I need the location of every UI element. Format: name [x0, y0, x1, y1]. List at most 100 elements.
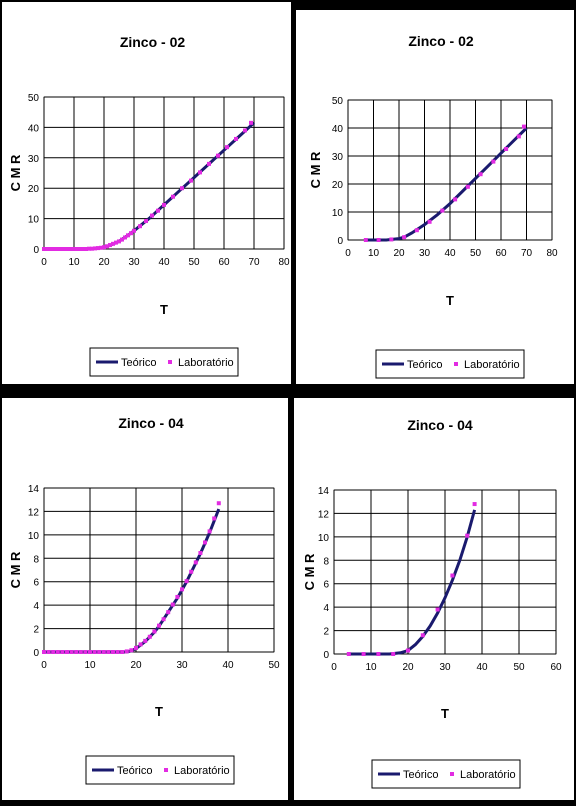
x-tick-label: 50 — [470, 248, 482, 259]
legend-swatch-laboratorio — [450, 772, 454, 776]
x-tick-label: 0 — [41, 660, 47, 671]
y-tick-label: 10 — [318, 533, 330, 544]
chart-panel-4: Zinco - 04 0 2 4 6 8 10 12 14 0 10 20 30 40 50 60 T C M R… — [294, 398, 574, 800]
y-tick-label: 10 — [332, 208, 344, 219]
y-tick-label: 40 — [332, 124, 344, 135]
y-tick-label: 14 — [318, 486, 330, 497]
x-tick-label: 70 — [248, 257, 260, 268]
legend-label-laboratorio: Laboratório — [464, 359, 520, 371]
data-point-laboratorio — [75, 247, 79, 251]
data-point-laboratorio — [65, 650, 69, 654]
data-point-laboratorio — [120, 237, 124, 242]
y-axis-label: C M R — [8, 154, 23, 191]
y-tick-label: 8 — [323, 556, 329, 567]
legend-label-teorico: Teórico — [403, 769, 438, 781]
y-tick-label: 2 — [323, 627, 329, 638]
data-point-laboratorio — [440, 208, 445, 213]
data-point-laboratorio — [166, 610, 171, 615]
x-tick-label: 50 — [188, 257, 200, 268]
chart-title: Zinco - 02 — [120, 34, 186, 50]
x-tick-label: 30 — [128, 257, 140, 268]
y-tick-label: 6 — [323, 580, 329, 591]
data-point-laboratorio — [427, 219, 432, 224]
data-point-laboratorio — [175, 594, 180, 599]
data-point-laboratorio — [78, 650, 83, 654]
y-tick-label: 12 — [318, 509, 330, 520]
data-point-laboratorio — [478, 172, 483, 177]
data-point-laboratorio — [81, 247, 85, 251]
data-point-laboratorio — [180, 587, 184, 592]
data-point-laboratorio — [420, 633, 425, 638]
y-tick-label: 0 — [33, 245, 39, 256]
y-tick-label: 50 — [332, 96, 344, 107]
data-point-laboratorio — [521, 124, 526, 129]
x-tick-label: 50 — [268, 660, 280, 671]
data-point-laboratorio — [216, 153, 220, 158]
data-point-laboratorio — [152, 629, 157, 634]
data-point-laboratorio — [249, 120, 253, 125]
y-tick-label: 2 — [33, 625, 39, 636]
y-tick-label: 12 — [28, 507, 40, 518]
data-point-laboratorio — [504, 147, 509, 151]
legend-label-laboratorio: Laboratório — [174, 765, 230, 777]
data-point-laboratorio — [465, 533, 470, 538]
y-axis-label: C M R — [308, 151, 323, 188]
data-point-laboratorio — [74, 650, 79, 654]
data-point-laboratorio — [55, 650, 60, 654]
data-point-laboratorio — [453, 197, 458, 202]
data-point-laboratorio — [138, 224, 142, 229]
x-tick-label: 60 — [218, 257, 230, 268]
data-point-laboratorio — [207, 161, 211, 166]
data-point-laboratorio — [243, 128, 247, 133]
data-point-laboratorio — [124, 649, 129, 654]
y-tick-label: 30 — [332, 152, 344, 163]
chart-svg: Zinco - 04 0 2 4 6 8 10 12 14 0 10 20 30 40 50 T C M R Te… — [8, 415, 280, 785]
data-point-laboratorio — [115, 650, 120, 654]
x-tick-label: 30 — [419, 248, 431, 259]
data-point-laboratorio — [101, 650, 106, 654]
data-point-laboratorio — [450, 573, 455, 578]
y-tick-label: 50 — [28, 93, 40, 104]
data-point-laboratorio — [117, 239, 121, 244]
data-point-laboratorio — [108, 243, 112, 248]
chart-svg: Zinco - 02 0 10 20 30 40 50 0 10 20 30 40 50 60 70 80 T C… — [8, 34, 290, 377]
x-tick-label: 50 — [513, 662, 525, 673]
data-point-laboratorio — [111, 650, 115, 654]
data-point-laboratorio — [189, 178, 193, 183]
data-point-laboratorio — [120, 650, 125, 654]
data-point-laboratorio — [465, 184, 470, 189]
chart-title: Zinco - 02 — [408, 33, 474, 49]
y-tick-label: 10 — [28, 531, 40, 542]
data-point-laboratorio — [162, 202, 166, 207]
data-point-laboratorio — [472, 502, 477, 507]
chart-svg: Zinco - 04 0 2 4 6 8 10 12 14 0 10 20 30 40 50 60 T C M R… — [302, 417, 562, 789]
y-tick-label: 14 — [28, 484, 40, 495]
x-tick-label: 40 — [222, 660, 234, 671]
y-tick-label: 10 — [28, 215, 40, 226]
chart-panel-3: Zinco - 04 0 2 4 6 8 10 12 14 0 10 20 30 40 50 T C M R Te… — [2, 398, 288, 800]
x-tick-label: 0 — [331, 662, 337, 673]
x-tick-label: 60 — [550, 662, 562, 673]
data-point-laboratorio — [361, 652, 366, 656]
data-point-laboratorio — [93, 246, 97, 251]
data-point-laboratorio — [46, 650, 51, 654]
legend-label-laboratorio: Laboratório — [178, 357, 234, 369]
data-point-laboratorio — [414, 228, 419, 233]
y-tick-label: 30 — [28, 154, 40, 165]
y-tick-label: 20 — [332, 180, 344, 191]
x-tick-label: 10 — [68, 257, 80, 268]
x-tick-label: 70 — [521, 248, 533, 259]
chart-title: Zinco - 04 — [118, 415, 184, 431]
data-point-laboratorio — [60, 247, 64, 251]
data-point-laboratorio — [346, 652, 351, 656]
legend-label-teorico: Teórico — [407, 359, 442, 371]
data-point-laboratorio — [406, 648, 410, 653]
x-tick-label: 40 — [476, 662, 488, 673]
data-point-laboratorio — [51, 650, 56, 654]
x-tick-label: 10 — [365, 662, 377, 673]
data-point-laboratorio — [363, 238, 368, 242]
data-point-laboratorio — [97, 650, 102, 654]
x-axis-label: T — [441, 706, 449, 721]
data-point-laboratorio — [42, 650, 46, 654]
y-tick-label: 20 — [28, 184, 40, 195]
